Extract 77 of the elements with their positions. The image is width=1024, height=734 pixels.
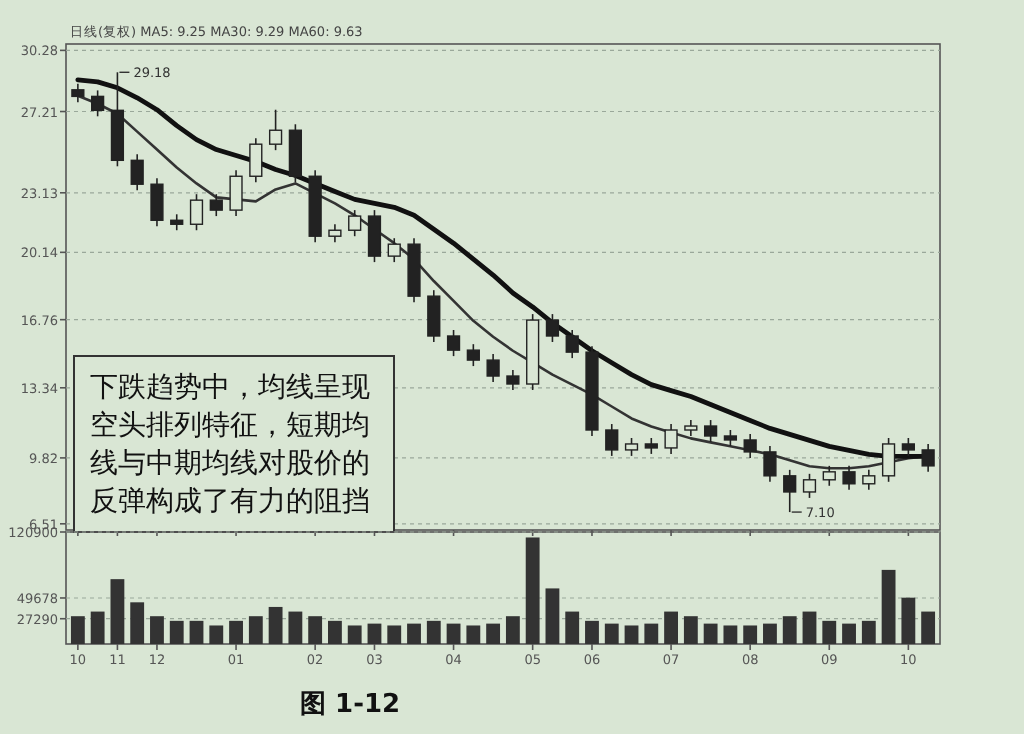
candlestick [763, 445, 777, 483]
candlestick [545, 313, 560, 343]
bar [229, 620, 243, 644]
bar [70, 616, 85, 644]
bar [545, 588, 560, 644]
bar [308, 616, 323, 644]
candlestick [189, 193, 204, 232]
bar [110, 579, 125, 644]
candlestick [288, 123, 303, 184]
bar [426, 620, 441, 644]
bar [169, 620, 184, 644]
bar [347, 625, 362, 644]
bar [683, 616, 698, 644]
candlestick [743, 433, 757, 459]
candlestick [921, 443, 935, 473]
bar [604, 623, 619, 644]
bar [664, 611, 678, 644]
candlestick [565, 329, 579, 359]
bar [486, 623, 501, 644]
candlestick [91, 89, 105, 118]
bar [209, 625, 224, 644]
bar [505, 616, 520, 644]
bar [525, 537, 540, 644]
bar [644, 623, 659, 644]
bar [703, 623, 718, 644]
candlestick [367, 209, 382, 263]
bar [367, 623, 382, 644]
bar [150, 616, 164, 644]
bar [921, 611, 936, 644]
bar [743, 625, 758, 644]
bar [901, 597, 916, 644]
candlestick [268, 108, 283, 151]
bar [466, 625, 481, 644]
candlestick [427, 289, 441, 343]
candlestick [486, 353, 500, 383]
candlestick [446, 329, 461, 357]
candlestick [605, 423, 619, 457]
bar [248, 616, 263, 644]
bar [387, 625, 402, 644]
bar [624, 625, 639, 644]
bar [861, 620, 876, 644]
candlestick [229, 169, 243, 217]
bar [782, 616, 797, 644]
bar [585, 620, 599, 644]
candlestick [466, 343, 480, 367]
bar [268, 606, 283, 644]
bar [763, 623, 777, 644]
candlestick [209, 193, 223, 217]
candlestick [842, 465, 856, 491]
candlestick [802, 473, 817, 499]
candlestick [703, 419, 718, 443]
bar [130, 602, 145, 644]
candlestick [249, 137, 263, 184]
candlestick [862, 469, 876, 491]
candlestick [822, 465, 836, 487]
bar [90, 611, 105, 644]
bar [802, 611, 817, 644]
bar [446, 623, 461, 644]
bar [822, 620, 837, 644]
bar [328, 620, 342, 644]
candlestick [130, 153, 144, 191]
candlestick [506, 369, 520, 391]
bar [881, 569, 896, 644]
candlestick [881, 437, 896, 483]
caption: 图 1-12 [300, 690, 401, 720]
candlestick [387, 237, 401, 263]
candlestick [71, 83, 85, 104]
annotation: 下跌趋势中，均线呈现空头排列特征，短期均线与中期均线对股价的反弹构成了有力的阻挡 [90, 372, 370, 518]
bar [842, 623, 856, 644]
bar [723, 625, 738, 644]
bar [407, 623, 421, 644]
bar [189, 620, 204, 644]
candlestick [664, 423, 678, 455]
candlestick [150, 177, 164, 228]
bar [288, 611, 303, 644]
bar [565, 611, 580, 644]
candlestick [348, 209, 362, 238]
